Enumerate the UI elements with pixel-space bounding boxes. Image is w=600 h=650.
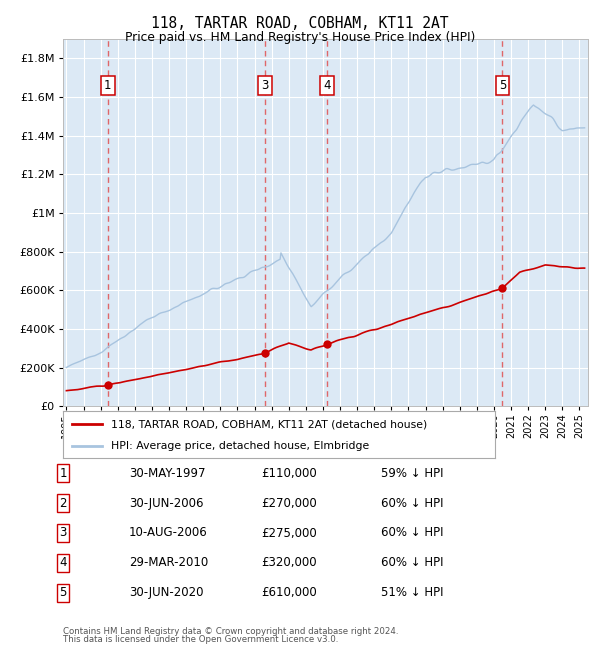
- Text: 1: 1: [104, 79, 112, 92]
- Text: 4: 4: [59, 556, 67, 569]
- Text: 3: 3: [59, 526, 67, 539]
- Text: 30-MAY-1997: 30-MAY-1997: [129, 467, 205, 480]
- Text: Price paid vs. HM Land Registry's House Price Index (HPI): Price paid vs. HM Land Registry's House …: [125, 31, 475, 44]
- Text: 10-AUG-2006: 10-AUG-2006: [129, 526, 208, 539]
- Text: 30-JUN-2020: 30-JUN-2020: [129, 586, 203, 599]
- Text: HPI: Average price, detached house, Elmbridge: HPI: Average price, detached house, Elmb…: [110, 441, 369, 450]
- Text: £320,000: £320,000: [261, 556, 317, 569]
- Text: £110,000: £110,000: [261, 467, 317, 480]
- Text: 4: 4: [323, 79, 331, 92]
- Text: 30-JUN-2006: 30-JUN-2006: [129, 497, 203, 510]
- Text: 5: 5: [59, 586, 67, 599]
- Text: 29-MAR-2010: 29-MAR-2010: [129, 556, 208, 569]
- Text: 60% ↓ HPI: 60% ↓ HPI: [381, 556, 443, 569]
- Text: £270,000: £270,000: [261, 497, 317, 510]
- Text: 3: 3: [261, 79, 269, 92]
- Text: This data is licensed under the Open Government Licence v3.0.: This data is licensed under the Open Gov…: [63, 634, 338, 644]
- Text: Contains HM Land Registry data © Crown copyright and database right 2024.: Contains HM Land Registry data © Crown c…: [63, 627, 398, 636]
- Text: 60% ↓ HPI: 60% ↓ HPI: [381, 497, 443, 510]
- Text: 118, TARTAR ROAD, COBHAM, KT11 2AT: 118, TARTAR ROAD, COBHAM, KT11 2AT: [151, 16, 449, 31]
- Text: 60% ↓ HPI: 60% ↓ HPI: [381, 526, 443, 539]
- Text: 1: 1: [59, 467, 67, 480]
- Text: 2: 2: [59, 497, 67, 510]
- Text: £610,000: £610,000: [261, 586, 317, 599]
- Text: 5: 5: [499, 79, 506, 92]
- Text: 59% ↓ HPI: 59% ↓ HPI: [381, 467, 443, 480]
- Text: 118, TARTAR ROAD, COBHAM, KT11 2AT (detached house): 118, TARTAR ROAD, COBHAM, KT11 2AT (deta…: [110, 419, 427, 429]
- Text: 51% ↓ HPI: 51% ↓ HPI: [381, 586, 443, 599]
- Text: £275,000: £275,000: [261, 526, 317, 539]
